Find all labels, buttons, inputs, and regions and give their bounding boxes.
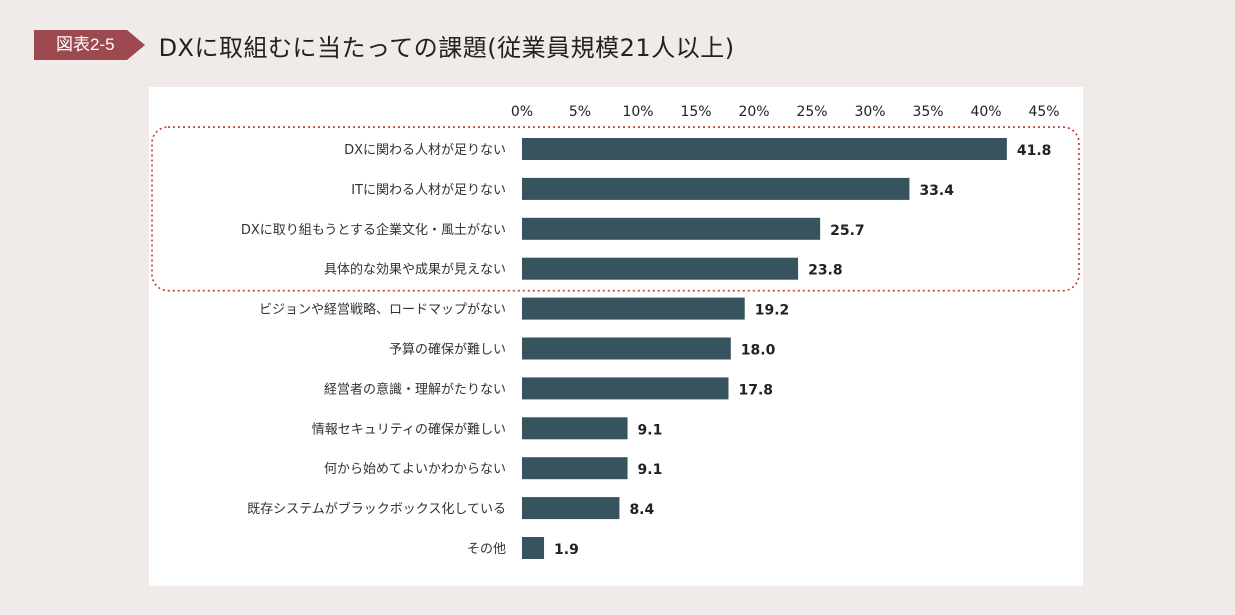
category-label: DXに取り組もうとする企業文化・風土がない: [241, 222, 506, 238]
x-tick-label: 40%: [970, 104, 1001, 120]
category-label: 何から始めてよいかわからない: [324, 461, 506, 477]
bar: [522, 337, 731, 360]
x-tick-label: 35%: [912, 104, 943, 120]
value-label: 19.2: [755, 303, 790, 319]
x-tick-label: 20%: [738, 104, 769, 120]
bar: [522, 537, 545, 559]
category-label: 経営者の意識・理解がたりない: [324, 381, 506, 397]
category-label: 既存システムがブラックボックス化している: [247, 501, 506, 517]
value-label: 41.8: [1017, 143, 1052, 159]
bar: [522, 497, 620, 520]
category-label: ビジョンや経営戦略、ロードマップがない: [259, 302, 506, 318]
value-label: 1.9: [554, 542, 579, 558]
chart-panel: 0% 5% 10% 15% 20% 25% 30% 35% 40% 45% DXに関わる人材が足りな…: [149, 87, 1083, 586]
value-label: 18.0: [741, 343, 776, 359]
category-label: DXに関わる人材が足りない: [344, 143, 506, 158]
bar: [522, 138, 1007, 160]
figure-title: DXに取組むに当たっての課題(従業員規模21人以上): [158, 33, 735, 62]
figure-header: 図表2-5 DXに取組むに当たっての課題(従業員規模21人以上): [34, 28, 735, 62]
x-tick-label: 30%: [854, 104, 885, 120]
value-label: 8.4: [629, 502, 654, 518]
bar-chart: 0% 5% 10% 15% 20% 25% 30% 35% 40% 45% DXに関わる人材が足りな…: [151, 104, 1080, 559]
x-tick-label: 10%: [622, 104, 653, 120]
category-label: ITに関わる人材が足りない: [351, 183, 506, 198]
bar: [522, 257, 799, 280]
value-label: 17.8: [738, 382, 773, 398]
bar: [522, 457, 628, 480]
category-label: 予算の確保が難しい: [389, 342, 506, 358]
value-label: 9.1: [638, 462, 663, 478]
value-label: 23.8: [808, 263, 843, 279]
x-tick-label: 0%: [511, 104, 533, 120]
category-label: 具体的な効果や成果が見えない: [324, 262, 506, 278]
x-tick-label: 15%: [680, 104, 711, 120]
highlight-box: [151, 126, 1080, 292]
bar: [522, 217, 821, 240]
x-tick-label: 45%: [1028, 104, 1059, 120]
value-label: 9.1: [638, 422, 663, 438]
category-label: 情報セキュリティの確保が難しい: [312, 421, 506, 437]
x-tick-label: 5%: [569, 104, 591, 120]
bar: [522, 377, 729, 400]
bar: [522, 297, 745, 320]
value-label: 33.4: [919, 183, 954, 199]
value-label: 25.7: [830, 223, 865, 239]
bar: [522, 417, 628, 440]
bar: [522, 177, 910, 200]
figure-badge: 図表2-5: [34, 30, 127, 60]
badge-arrow-icon: [126, 30, 145, 60]
category-label: その他: [467, 542, 506, 557]
x-tick-label: 25%: [796, 104, 827, 120]
